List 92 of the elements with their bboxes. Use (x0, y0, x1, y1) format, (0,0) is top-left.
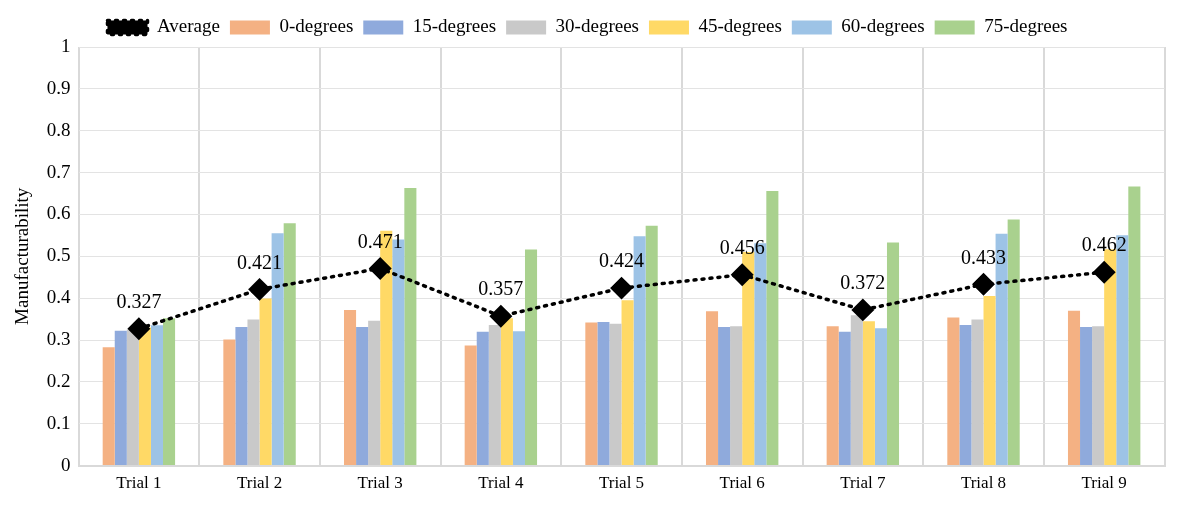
bar (488, 324, 501, 466)
bar (718, 327, 731, 466)
bar (150, 325, 164, 466)
y-tick-label: 0.4 (46, 286, 72, 308)
x-tick-label: Trial 5 (598, 473, 645, 493)
bar (766, 191, 779, 466)
bar (947, 317, 960, 466)
bar (983, 296, 996, 466)
x-tick-label: Trial 1 (116, 473, 162, 493)
bar (500, 318, 513, 466)
bar (404, 188, 417, 466)
y-tick-label: 0.6 (46, 202, 71, 224)
data-label: 0.372 (840, 271, 886, 294)
point (369, 257, 391, 280)
x-tick-label: Trial 4 (478, 473, 524, 493)
point (852, 299, 874, 321)
bar (512, 331, 525, 466)
bar (356, 327, 369, 466)
bar (971, 319, 984, 466)
bar (235, 327, 248, 466)
y-tick-label: 0.9 (46, 76, 71, 98)
y-tick-label: 0 (61, 453, 71, 475)
bar (838, 331, 851, 466)
bar (283, 223, 296, 466)
bar (247, 319, 260, 466)
bar (476, 331, 489, 466)
data-label: 0.456 (719, 235, 765, 258)
bar (368, 320, 381, 466)
bar (874, 328, 887, 466)
bar (1007, 219, 1020, 466)
y-tick-label: 1 (61, 34, 71, 56)
data-label: 0.462 (1081, 233, 1127, 256)
point (1093, 261, 1115, 283)
bar (163, 318, 176, 466)
legend-label: 45-degrees (698, 15, 782, 37)
bar (223, 339, 236, 466)
bar (114, 330, 127, 466)
x-tick-label: Trial 9 (1081, 473, 1127, 493)
bar (126, 329, 139, 466)
data-label: 0.433 (961, 245, 1007, 268)
bar (826, 326, 839, 466)
point (972, 273, 995, 296)
bar (886, 242, 900, 466)
bar (609, 323, 622, 466)
x-tick-label: Trial 7 (840, 473, 886, 493)
point (731, 263, 753, 286)
bar (525, 249, 538, 466)
point (610, 277, 633, 299)
legend-label: 75-degrees (984, 15, 1068, 37)
data-label: 0.357 (478, 277, 524, 300)
bar (959, 324, 972, 466)
bar (850, 315, 863, 466)
y-tick-label: 0.8 (46, 118, 71, 140)
bar (742, 252, 755, 466)
x-tick-label: Trial 2 (236, 473, 283, 493)
bar (344, 309, 357, 466)
data-label: 0.421 (237, 250, 283, 273)
bar (597, 322, 610, 466)
y-axis-title: Manufacturability (11, 187, 33, 325)
legend-label: 0-degrees (279, 15, 354, 37)
point (490, 305, 512, 327)
bar (645, 225, 658, 466)
point (128, 317, 150, 340)
y-tick-label: 0.5 (46, 244, 71, 266)
data-label: 0.424 (599, 249, 645, 272)
bar (1080, 327, 1093, 466)
bar (1067, 310, 1081, 466)
bar (1092, 326, 1105, 466)
bar (259, 298, 272, 466)
x-tick-label: Trial 8 (960, 473, 1007, 493)
y-tick-label: 0.2 (46, 369, 71, 391)
bar (585, 322, 598, 466)
bar (464, 345, 477, 466)
bar (102, 347, 115, 466)
data-label: 0.327 (116, 289, 162, 312)
x-tick-label: Trial 3 (357, 473, 403, 493)
bar (730, 326, 743, 466)
x-tick-label: Trial 6 (719, 473, 765, 493)
legend-label: 30-degrees (555, 15, 639, 37)
bar (1128, 186, 1141, 466)
bar (138, 327, 151, 466)
legend-label: 60-degrees (841, 15, 925, 37)
bar (621, 300, 634, 466)
y-tick-label: 0.3 (46, 328, 71, 349)
bar (1104, 249, 1117, 466)
y-tick-label: 0.1 (46, 411, 71, 433)
legend-label: Average (156, 15, 220, 37)
point (248, 278, 271, 301)
y-tick-label: 0.7 (46, 160, 71, 182)
legend-label: 15-degrees (412, 15, 497, 37)
bar (705, 311, 719, 466)
bar (862, 321, 875, 466)
